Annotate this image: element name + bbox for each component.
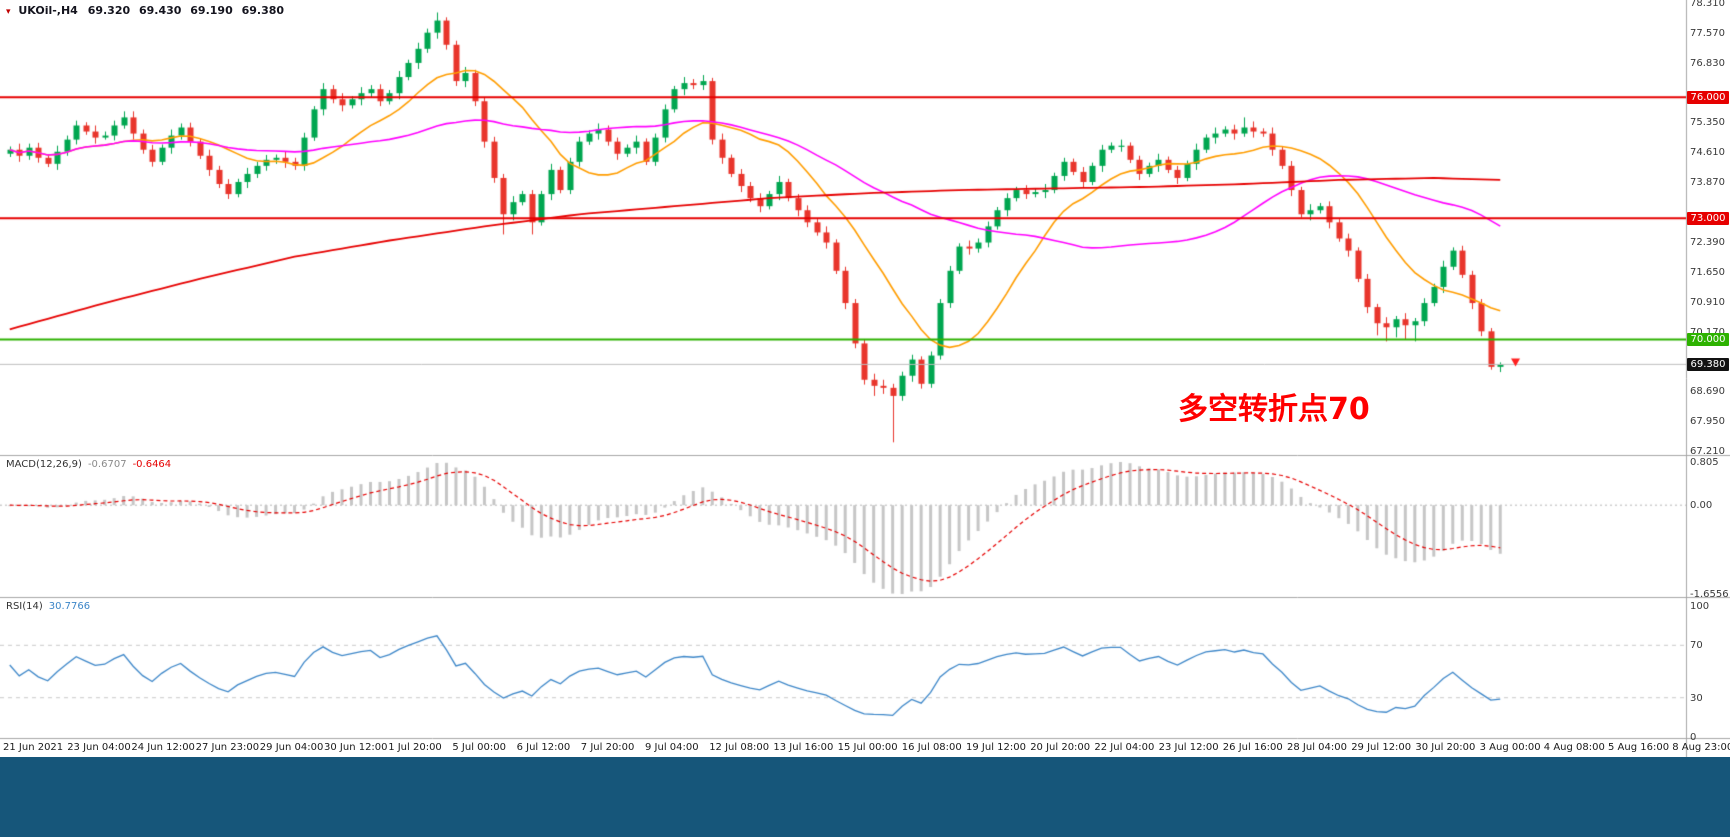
rsi-axis-tick: 30 <box>1690 692 1703 704</box>
time-axis-label: 1 Jul 20:00 <box>388 742 442 753</box>
price-axis-tick: 73.870 <box>1690 177 1725 189</box>
time-axis-label: 26 Jul 16:00 <box>1222 742 1283 753</box>
macd-axis-tick: -1.6556 <box>1690 589 1729 600</box>
time-axis-label: 30 Jul 20:00 <box>1415 742 1476 753</box>
price-level-marker: 73.000 <box>1687 211 1729 225</box>
price-level-marker: 70.000 <box>1687 332 1729 346</box>
time-axis-label: 4 Aug 08:00 <box>1543 742 1605 753</box>
time-axis-label: 8 Aug 23:00 <box>1672 742 1730 753</box>
time-axis-label: 27 Jun 23:00 <box>195 742 260 753</box>
ohlc-low: 69.190 <box>190 4 233 17</box>
time-axis-label: 12 Jul 08:00 <box>709 742 770 753</box>
time-axis-label: 19 Jul 12:00 <box>966 742 1026 753</box>
price-axis-tick: 70.170 <box>1690 327 1725 338</box>
time-axis-label: 29 Jun 04:00 <box>259 742 324 753</box>
symbol-period-label: UKOil-,H4 <box>18 4 78 17</box>
rsi-label: RSI(14) 30.7766 <box>6 601 90 612</box>
time-axis-label: 28 Jul 04:00 <box>1287 742 1347 753</box>
time-axis-label: 24 Jun 12:00 <box>131 742 195 753</box>
time-axis-label: 23 Jun 04:00 <box>67 742 131 753</box>
time-axis-label: 9 Jul 04:00 <box>645 742 699 753</box>
bottom-background-bar <box>0 757 1730 837</box>
ohlc-close: 69.380 <box>241 4 285 17</box>
time-axis-label: 22 Jul 04:00 <box>1094 742 1155 753</box>
rsi-axis-tick: 100 <box>1690 601 1710 612</box>
time-axis-label: 5 Jul 00:00 <box>452 742 506 753</box>
price-level-marker: 69.380 <box>1687 357 1729 371</box>
rsi-axis-tick: 0 <box>1690 732 1697 743</box>
time-axis-label: 3 Aug 00:00 <box>1479 742 1541 753</box>
macd-axis-tick: 0.00 <box>1690 500 1713 512</box>
macd-main-value: -0.6707 <box>87 459 127 470</box>
price-axis-tick: 70.910 <box>1690 296 1725 308</box>
price-axis-tick: 76.830 <box>1690 57 1725 69</box>
time-axis-label: 23 Jul 12:00 <box>1158 742 1219 753</box>
price-axis-tick: 78.310 <box>1690 0 1725 9</box>
price-axis-tick: 67.210 <box>1690 446 1725 457</box>
time-axis-label: 30 Jun 12:00 <box>324 742 388 753</box>
time-axis-label: 13 Jul 16:00 <box>773 742 834 753</box>
rsi-value: 30.7766 <box>48 601 91 612</box>
chart-symbol-icon: ▾ <box>6 7 11 17</box>
price-axis-tick: 74.610 <box>1690 147 1725 159</box>
price-axis-tick: 77.570 <box>1690 27 1725 39</box>
price-level-marker: 76.000 <box>1687 90 1729 104</box>
ohlc-open: 69.320 <box>87 4 131 17</box>
macd-signal-value: -0.6464 <box>132 459 172 470</box>
time-axis-label: 29 Jul 12:00 <box>1351 742 1412 753</box>
time-axis-label: 20 Jul 20:00 <box>1030 742 1091 753</box>
price-axis-tick: 72.390 <box>1690 236 1725 248</box>
time-axis-label: 16 Jul 08:00 <box>901 742 962 753</box>
price-axis-tick: 71.650 <box>1690 266 1725 278</box>
time-axis-label: 6 Jul 12:00 <box>516 742 571 753</box>
time-axis-label: 7 Jul 20:00 <box>580 742 635 753</box>
time-axis-label: 15 Jul 00:00 <box>837 742 898 753</box>
annotation-text: 多空转折点70 <box>1178 392 1370 427</box>
chart-canvas[interactable] <box>0 0 1730 757</box>
price-axis-tick: 67.950 <box>1690 416 1725 428</box>
chart-title: ▾ UKOil-,H4 69.320 69.430 69.190 69.380 <box>6 4 284 17</box>
price-axis-tick: 68.690 <box>1690 386 1725 398</box>
ohlc-high: 69.430 <box>138 4 182 17</box>
macd-label: MACD(12,26,9) -0.6707 -0.6464 <box>6 459 171 470</box>
time-axis-label: 21 Jun 2021 <box>3 742 64 753</box>
rsi-name: RSI(14) <box>6 601 43 612</box>
macd-name: MACD(12,26,9) <box>6 459 82 470</box>
macd-axis-tick: 0.805 <box>1690 457 1719 468</box>
price-axis-tick: 75.350 <box>1690 117 1725 129</box>
time-axis-label: 5 Aug 16:00 <box>1608 742 1670 753</box>
rsi-axis-tick: 70 <box>1690 640 1703 652</box>
